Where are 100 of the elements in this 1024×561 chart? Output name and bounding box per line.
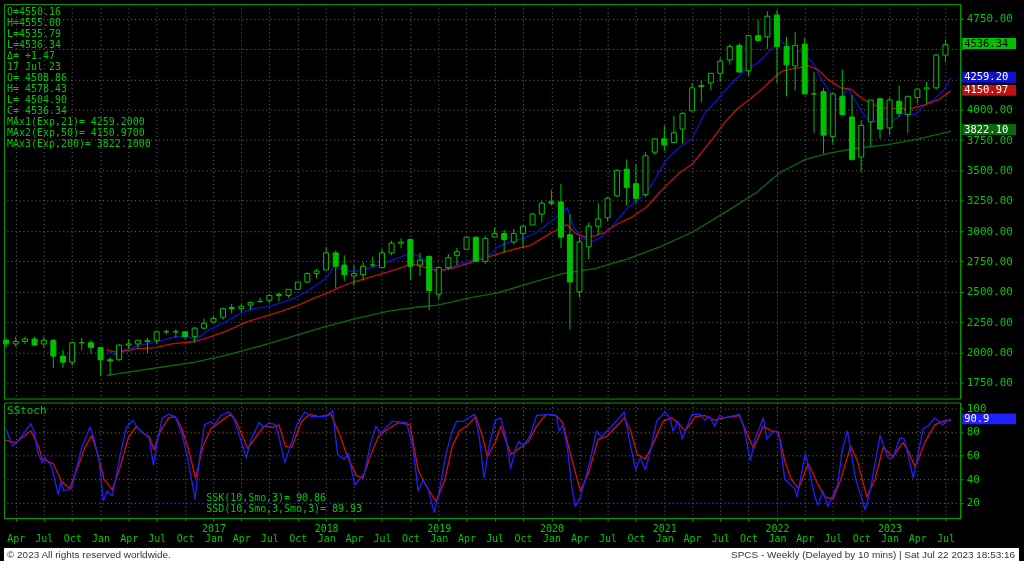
candlestick — [134, 339, 141, 350]
y-tick-label: 2500.00 — [966, 285, 1013, 299]
x-tick-label: 2017 Jan — [202, 522, 226, 545]
candlestick — [670, 115, 677, 143]
annotation: Δ= +1.47 — [6, 49, 55, 61]
x-tick-label: Apr — [796, 533, 815, 545]
candlestick — [923, 81, 930, 105]
candlestick — [764, 10, 771, 50]
candlestick — [632, 163, 639, 204]
x-tick-label: Jul — [148, 533, 167, 545]
annotation: H= 4578.43 — [6, 82, 67, 94]
x-tick-label: Oct — [401, 533, 420, 545]
x-tick-label: Jul — [711, 533, 730, 545]
x-tick-label: Jul — [824, 533, 843, 545]
annotation: O=4550.16 — [6, 6, 61, 18]
candlestick — [332, 249, 339, 289]
candlestick — [97, 347, 104, 376]
annotation: 17 Jul 23 — [6, 60, 61, 72]
x-tick-label: Jul — [35, 533, 54, 545]
text: SPCS - Weekly (Delayed by 10 mins) | Sat Jul 22 2023 18:53:16 — [731, 548, 1016, 560]
candlestick — [867, 99, 874, 147]
annotation: SSD(10,Smo,3,Smo,3)= 89.93 — [206, 503, 363, 515]
x-tick-label: 2021 Jan — [652, 522, 677, 545]
y-tick-label: 3000.00 — [966, 224, 1013, 238]
candlestick — [679, 111, 686, 145]
annotation: L=4535.79 — [6, 27, 61, 39]
candlestick — [341, 254, 348, 282]
candlestick — [501, 229, 508, 254]
candlestick — [378, 248, 385, 268]
text: © 2023 All rights reserved worldwide. — [6, 548, 171, 560]
data-label: 4150.97 — [964, 83, 1009, 96]
candlestick — [717, 56, 724, 83]
x-tick-label: Oct — [740, 533, 759, 545]
data-label: 4259.20 — [964, 70, 1009, 83]
annotation: MAx3(Exp,200)= 3822.1000 — [6, 137, 151, 149]
annotation: H=4555.00 — [6, 17, 61, 28]
x-tick-label: Apr — [7, 533, 26, 545]
x-tick-label: Oct — [63, 533, 82, 545]
candlestick — [698, 80, 705, 103]
x-tick-label: Apr — [683, 533, 702, 545]
y-tick-label: 3750.00 — [966, 133, 1013, 147]
x-tick-label: Apr — [908, 533, 927, 545]
x-tick-label: 2019 Jan — [427, 522, 452, 545]
x-tick-label: Apr — [345, 533, 364, 545]
y-tick-label: 20 — [966, 496, 980, 510]
annotation: O= 4508.86 — [6, 71, 67, 83]
candlestick — [896, 84, 903, 118]
y-tick-label: 3500.00 — [966, 163, 1013, 177]
candlestick — [942, 38, 949, 63]
x-tick-label: Apr — [120, 533, 139, 545]
candlestick — [59, 349, 66, 369]
x-tick-label: Jul — [936, 533, 955, 545]
candlestick — [783, 36, 790, 97]
y-tick-label: 2250.00 — [966, 315, 1013, 329]
x-tick-label: 2023 Jan — [878, 522, 903, 545]
candlestick — [416, 252, 423, 277]
candlestick — [50, 338, 57, 369]
candlestick — [585, 222, 592, 260]
x-tick-label: Jul — [373, 533, 392, 545]
candlestick — [482, 235, 489, 265]
candlestick — [350, 264, 357, 287]
candlestick — [689, 82, 696, 112]
candlestick — [904, 95, 911, 134]
candlestick — [538, 200, 545, 224]
candlestick — [520, 224, 526, 249]
y-tick-label: 80 — [966, 425, 980, 439]
candlestick — [323, 246, 330, 271]
candlestick — [792, 31, 799, 91]
annotation: MAx2(Exp,50)= 4150.9700 — [6, 126, 145, 138]
candlestick — [88, 339, 94, 355]
y-tick-label: 1750.00 — [966, 376, 1013, 390]
x-tick-label: Jul — [260, 533, 279, 545]
candlestick — [839, 69, 846, 117]
x-tick-label: Oct — [289, 533, 308, 545]
annotation: MAx1(Exp,21)= 4259.2000 — [6, 115, 145, 127]
y-tick-label: 60 — [966, 449, 980, 463]
annotation: L= 4504.90 — [6, 93, 67, 105]
candlestick — [69, 341, 76, 367]
annotation: C= 4536.34 — [6, 104, 67, 116]
x-tick-label: Jul — [486, 533, 505, 545]
x-tick-label: Apr — [570, 533, 589, 545]
y-tick-label: 4750.00 — [966, 12, 1013, 26]
x-tick-label: Apr — [232, 533, 251, 545]
x-tick-label: 2022 Jan — [765, 522, 790, 545]
x-tick-label: Oct — [176, 533, 195, 545]
candlestick — [453, 247, 460, 266]
candlestick — [275, 292, 282, 302]
y-tick-label: 3250.00 — [966, 194, 1013, 208]
x-tick-label: Apr — [458, 533, 477, 545]
data-label: 3822.10 — [964, 122, 1009, 135]
y-tick-label: 2750.00 — [966, 254, 1013, 268]
x-tick-label: Oct — [627, 533, 646, 545]
x-tick-label: Oct — [514, 533, 533, 545]
candlestick — [811, 71, 817, 134]
candlestick — [623, 158, 630, 207]
candlestick — [604, 196, 611, 222]
x-tick-label: Jan — [92, 533, 111, 545]
annotation: L=4536.34 — [6, 38, 61, 50]
candlestick — [661, 124, 668, 152]
y-tick-label: 4000.00 — [966, 103, 1013, 117]
